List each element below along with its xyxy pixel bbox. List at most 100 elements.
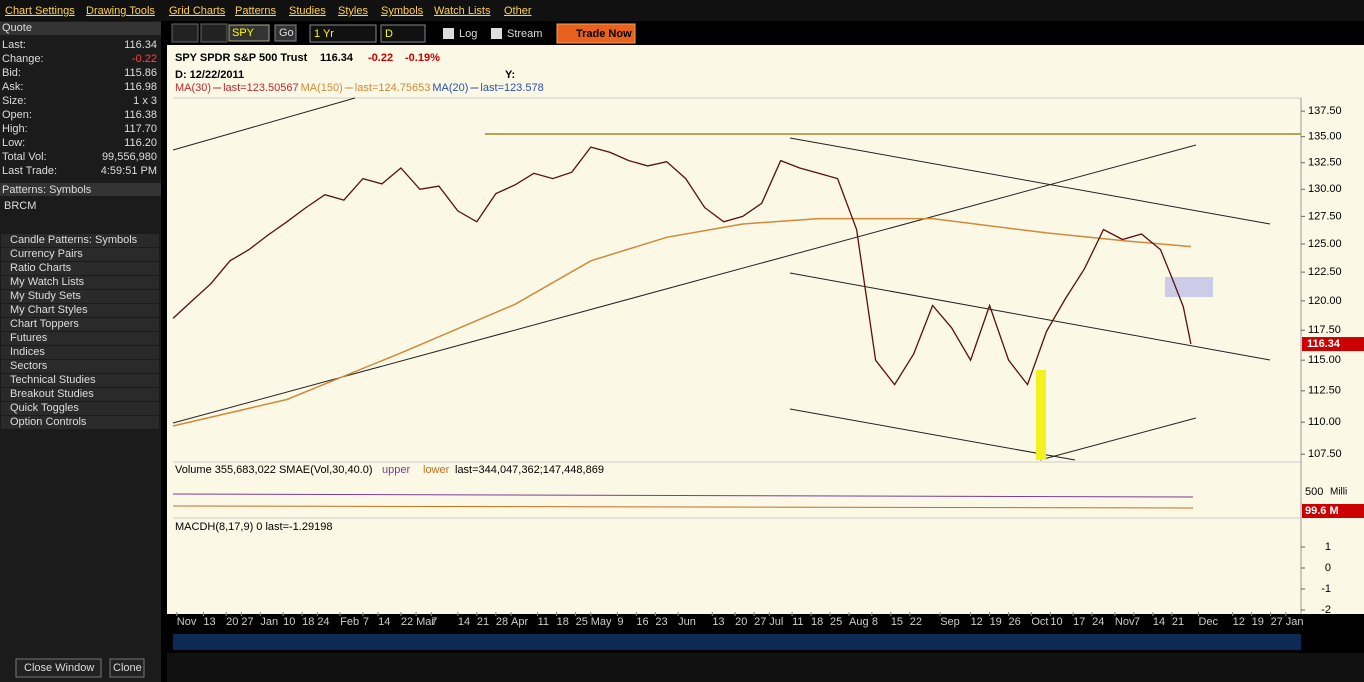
x-tick-label: 10 xyxy=(283,616,295,628)
period-select[interactable] xyxy=(309,24,377,43)
trend-line xyxy=(789,408,1076,461)
go-text: Go xyxy=(279,27,294,39)
quote-value: -0.22 xyxy=(132,53,157,65)
symbol-input[interactable] xyxy=(228,24,270,42)
menu-item[interactable]: Studies xyxy=(289,5,326,17)
pattern-item[interactable]: My Chart Styles xyxy=(10,304,88,316)
header-y: Y: xyxy=(505,69,515,81)
x-tick-label: 25 xyxy=(830,616,842,628)
quote-value: 116.98 xyxy=(124,81,157,93)
quote-title: Quote xyxy=(2,22,32,34)
list-row-bg xyxy=(1,290,159,303)
menu-item[interactable]: Other xyxy=(504,5,532,17)
header-date: D: 12/22/2011 xyxy=(175,69,244,81)
pattern-item[interactable]: Currency Pairs xyxy=(10,248,83,260)
list-row-bg xyxy=(1,332,159,345)
forward-button[interactable] xyxy=(200,23,228,43)
x-tick-label: 14 xyxy=(458,616,470,628)
menu-item[interactable]: Styles xyxy=(338,5,368,17)
log-checkbox[interactable] xyxy=(443,28,454,39)
quote-label: Bid: xyxy=(2,67,21,79)
pattern-item[interactable]: My Watch Lists xyxy=(10,276,85,288)
menu-item[interactable]: Grid Charts xyxy=(169,5,226,17)
period-text: 1 Yr xyxy=(314,28,334,40)
x-tick-label: Apr xyxy=(511,616,528,628)
x-tick-label: 17 xyxy=(1073,616,1085,628)
x-tick-label: 18 xyxy=(302,616,314,628)
clone-button[interactable] xyxy=(109,658,145,678)
x-tick-label: 21 xyxy=(1172,616,1184,628)
menu-item[interactable]: Watch Lists xyxy=(434,5,491,17)
x-tick-label: Nov xyxy=(1115,616,1135,628)
y-tick-label: 115.00 xyxy=(1308,354,1341,366)
x-tick-label: Jan xyxy=(260,616,278,628)
back-button[interactable] xyxy=(171,23,199,43)
list-row-bg xyxy=(1,248,159,261)
x-tick-label: Aug xyxy=(849,616,869,628)
quote-value: 116.34 xyxy=(124,39,157,51)
x-tick-label: Mar xyxy=(416,616,435,628)
quote-label: High: xyxy=(2,123,28,135)
x-tick-label: 18 xyxy=(811,616,823,628)
legend-last: last=124.75653 xyxy=(355,82,431,94)
quote-value: 116.20 xyxy=(124,137,157,149)
x-tick-label: 24 xyxy=(1092,616,1104,628)
pattern-item[interactable]: Futures xyxy=(10,332,48,344)
x-tick-label: 13 xyxy=(203,616,215,628)
pattern-item[interactable]: Indices xyxy=(10,346,45,358)
pattern-item[interactable]: Technical Studies xyxy=(10,374,96,386)
highlight-bar xyxy=(1036,370,1046,460)
y-tick-label: 130.00 xyxy=(1308,183,1342,195)
x-tick-label: Dec xyxy=(1198,616,1218,628)
menu-item[interactable]: Symbols xyxy=(381,5,424,17)
menu-item[interactable]: Drawing Tools xyxy=(86,5,155,17)
x-tick-label: Feb xyxy=(340,616,359,628)
pattern-item[interactable]: My Study Sets xyxy=(10,290,81,302)
stream-text: Stream xyxy=(507,28,542,40)
scrollbar[interactable] xyxy=(173,634,1301,650)
quote-label: Last Trade: xyxy=(2,165,57,177)
header-change: -0.22 xyxy=(368,52,393,64)
go-button[interactable] xyxy=(274,24,297,42)
x-tick-label: 12 xyxy=(1233,616,1245,628)
menu-item[interactable]: Patterns xyxy=(235,5,276,17)
close-window-button[interactable] xyxy=(15,658,102,678)
trend-line xyxy=(1039,417,1197,461)
list-row-bg xyxy=(1,402,159,415)
volume-unit: Milli xyxy=(1330,487,1347,498)
list-row-bg xyxy=(1,318,159,331)
close-window-text: Close Window xyxy=(24,662,94,674)
x-tick-label: 27 xyxy=(241,616,253,628)
x-tick-label: 18 xyxy=(557,616,569,628)
volume-label: Volume 355,683,022 SMAE(Vol,30,40.0) xyxy=(175,464,373,476)
patterns-symbol[interactable]: BRCM xyxy=(4,200,36,212)
interval-select[interactable] xyxy=(380,24,426,43)
last-price-text: 116.34 xyxy=(1307,338,1341,350)
list-row-bg xyxy=(1,360,159,373)
pattern-item[interactable]: Breakout Studies xyxy=(10,388,94,400)
x-tick-label: Sep xyxy=(940,616,960,628)
x-tick-label: 20 xyxy=(226,616,238,628)
x-tick-label: 21 xyxy=(477,616,489,628)
macd-tick-label: -1 xyxy=(1321,583,1331,595)
x-tick-label: 27 xyxy=(754,616,766,628)
xaxis-bg xyxy=(167,614,1364,632)
pattern-item[interactable]: Chart Toppers xyxy=(10,318,79,330)
quote-value: 115.86 xyxy=(124,67,157,79)
quote-value: 99,556,980 xyxy=(102,151,157,163)
pattern-item[interactable]: Option Controls xyxy=(10,416,87,428)
y-tick-label: 132.50 xyxy=(1308,157,1342,169)
stream-checkbox[interactable] xyxy=(491,28,502,39)
draw-toolbar xyxy=(167,653,1364,682)
x-tick-label: 8 xyxy=(872,616,878,628)
pattern-item[interactable]: Quick Toggles xyxy=(10,402,79,414)
pattern-item[interactable]: Ratio Charts xyxy=(10,262,72,274)
legend-last: last=123.578 xyxy=(480,82,543,94)
pattern-item[interactable]: Sectors xyxy=(10,360,48,372)
menu-item[interactable]: Chart Settings xyxy=(5,5,75,17)
y-tick-label: 122.50 xyxy=(1308,266,1342,278)
trade-button[interactable] xyxy=(556,23,636,44)
x-tick-label: 7 xyxy=(363,616,369,628)
pattern-item[interactable]: Candle Patterns: Symbols xyxy=(10,234,138,246)
